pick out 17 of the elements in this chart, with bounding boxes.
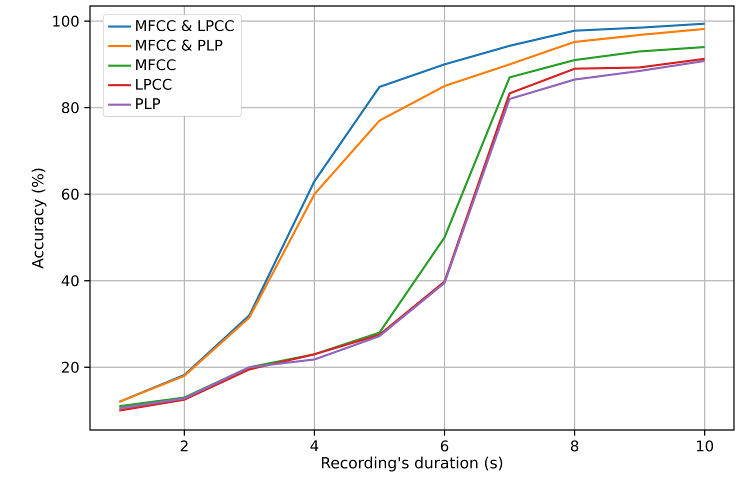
x-tick-label: 4 <box>310 440 318 452</box>
y-axis-title: Accuracy (%) <box>32 168 46 269</box>
y-tick-label: 80 <box>62 102 79 114</box>
legend-label: LPCC <box>136 78 172 90</box>
x-tick-label: 10 <box>696 440 714 452</box>
y-tick-label: 40 <box>62 275 79 286</box>
legend-label: PLP <box>136 98 160 109</box>
x-tick-label: 2 <box>180 440 188 452</box>
legend-label: MFCC <box>136 59 176 70</box>
y-tick-label: 100 <box>53 16 79 27</box>
y-tick-label: 20 <box>62 362 79 373</box>
legend-label: MFCC & LPCC <box>136 20 234 32</box>
legend-label: MFCC & PLP <box>136 40 222 51</box>
x-tick-label: 6 <box>440 440 448 452</box>
x-axis-title: Recording's duration (s) <box>322 456 502 472</box>
x-tick-label: 8 <box>570 440 578 452</box>
y-tick-label: 60 <box>62 188 79 200</box>
